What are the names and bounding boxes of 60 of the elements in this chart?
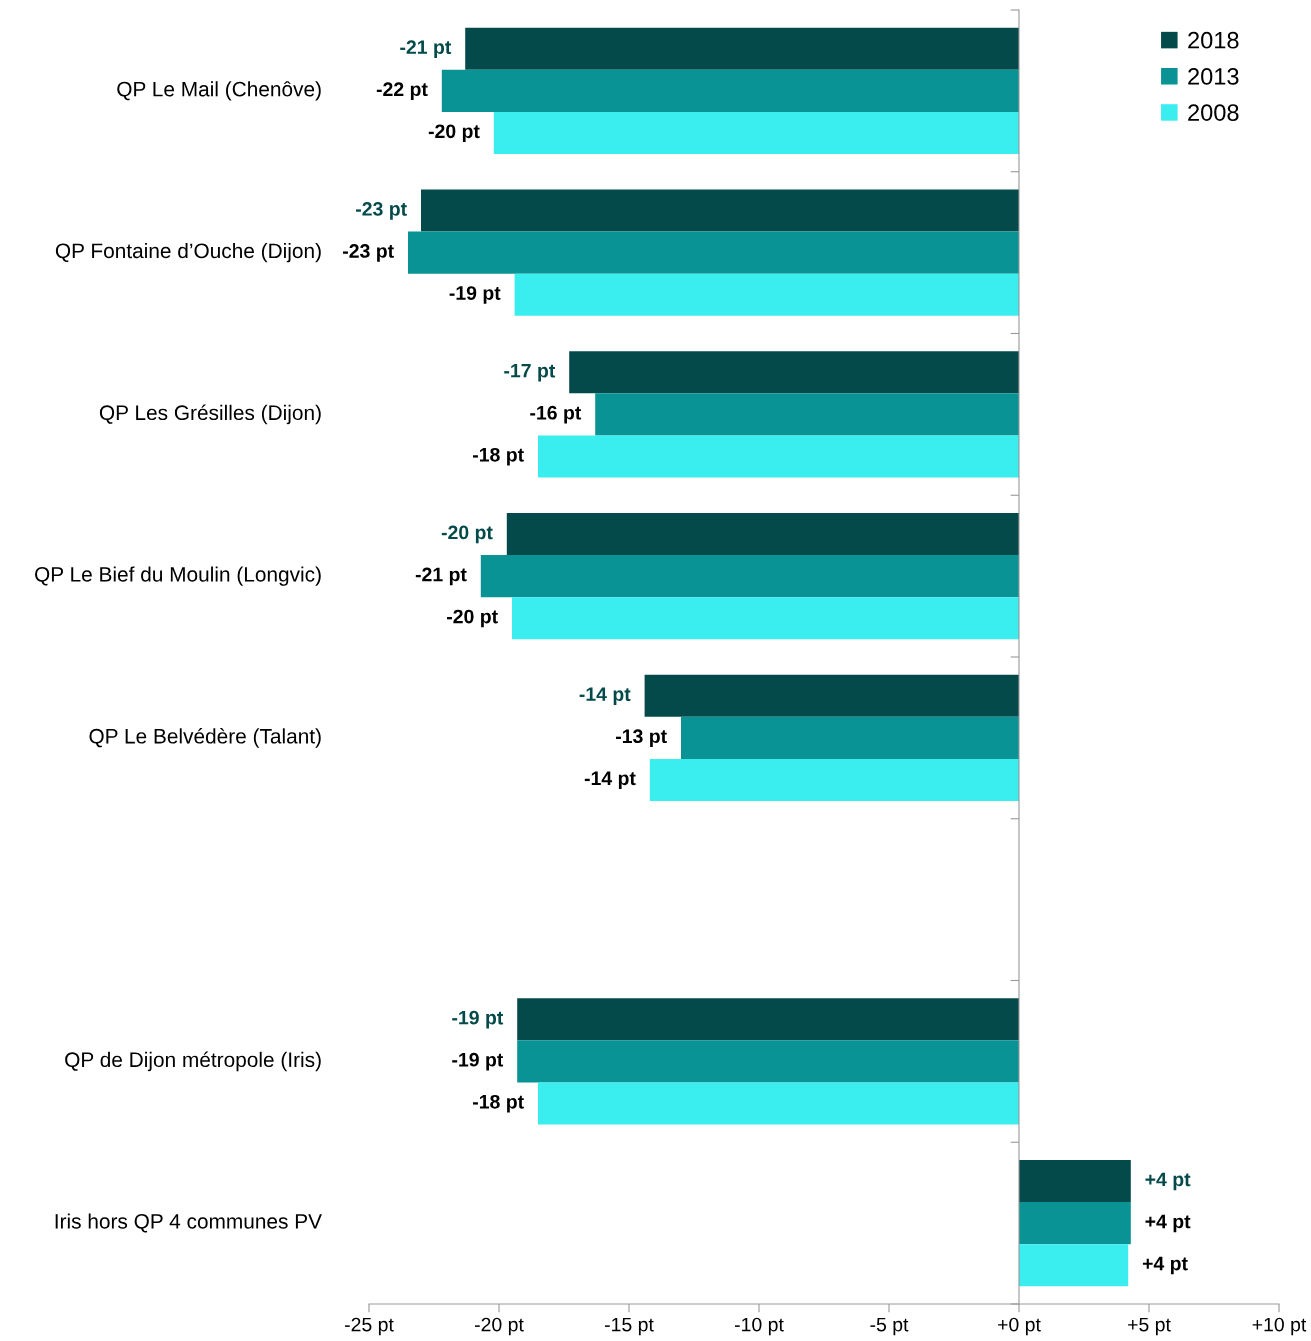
bar [421,189,1019,232]
bar [514,273,1019,316]
bar [595,393,1019,436]
bar [465,27,1019,70]
bar [649,758,1019,801]
x-tick-label: -5 pt [870,1317,909,1336]
x-tick-label: +5 pt [1128,1317,1171,1336]
data-label: -16 pt [530,405,582,424]
data-label: -20 pt [428,124,480,142]
y-tick-label: QP Fontaine d’Ouche (Dijon) [55,242,321,263]
y-tick-label: QP de Dijon métropole (Iris) [65,1051,321,1072]
data-label: -18 pt [473,447,524,466]
y-tick-label: QP Le Belvédère (Talant) [89,728,321,748]
data-label: -14 pt [584,771,636,789]
bar [538,435,1019,478]
bar [1019,1244,1129,1287]
data-label: -14 pt [579,687,631,705]
data-label: +4 pt [1145,1172,1191,1191]
data-label: -18 pt [473,1094,524,1113]
data-label: -23 pt [356,202,407,220]
data-label: -17 pt [504,363,556,382]
bar [1019,1160,1131,1203]
legend-label: 2018 [1188,31,1239,49]
data-label: -21 pt [400,40,452,58]
bar [506,513,1019,556]
x-tick-label: -20 pt [475,1317,524,1336]
data-label: -21 pt [415,567,467,586]
bar [681,716,1019,759]
bar [538,1082,1019,1125]
data-label: -19 pt [452,1010,504,1029]
y-tick-label: Iris hors QP 4 communes PV [55,1213,322,1233]
data-label: -19 pt [452,1052,504,1071]
bar [480,555,1019,598]
bar [644,674,1019,717]
bar [569,351,1019,394]
legend-label: 2008 [1188,104,1239,121]
bar [517,1040,1019,1083]
data-label: -20 pt [441,525,493,544]
y-tick-label: QP Les Grésilles (Dijon) [99,404,321,425]
y-tick-label: QP Le Bief du Moulin (Longvic) [35,566,321,586]
x-tick-label: -25 pt [345,1317,394,1336]
legend-label: 2013 [1188,68,1239,85]
data-label: -22 pt [376,82,428,100]
data-label: -23 pt [343,244,394,262]
x-tick-label: +0 pt [998,1317,1041,1336]
bar [441,69,1019,112]
data-label: -20 pt [447,609,498,628]
bar [517,998,1019,1041]
x-tick-label: +10 pt [1252,1317,1307,1336]
bar [408,231,1019,274]
x-tick-label: -10 pt [735,1317,784,1336]
x-tick-label: -15 pt [605,1317,654,1336]
data-label: -13 pt [616,729,667,747]
y-tick-label: QP Le Mail (Chenôve) [117,81,321,101]
data-label: +4 pt [1145,1214,1191,1233]
bar [512,597,1019,640]
data-label: -19 pt [449,286,501,304]
bar [1019,1202,1131,1245]
bar [493,111,1019,154]
data-label: +4 pt [1142,1256,1188,1275]
